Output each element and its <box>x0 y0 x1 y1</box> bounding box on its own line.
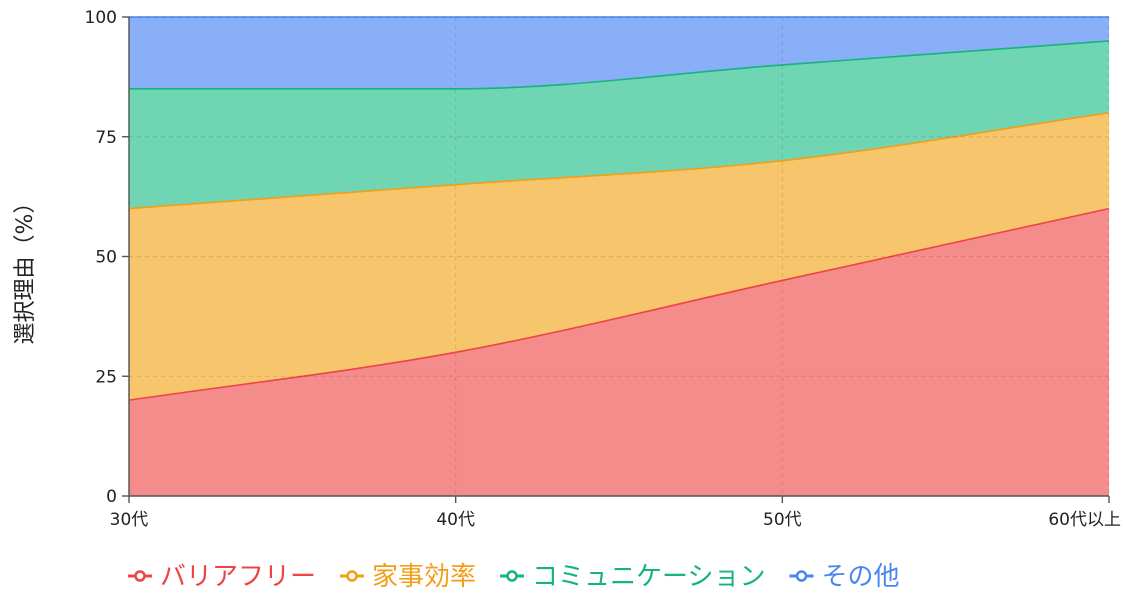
line-コミュニケーション <box>129 40 1110 90</box>
axes: 0 25 50 75 100 30代 40代 50代 60代以上 <box>85 8 1121 530</box>
legend-label: 家事効率 <box>372 562 476 592</box>
legend-circle-icon <box>346 570 358 582</box>
area-コミュニケーション <box>129 40 1109 209</box>
legend-item[interactable]: その他 <box>789 562 900 592</box>
x-tick-label: 40代 <box>436 510 475 530</box>
y-axis-title: 選択理由（%） <box>13 192 38 345</box>
area-家事効率 <box>129 112 1109 401</box>
legend-circle-icon <box>795 570 808 582</box>
x-tick-label: 30代 <box>110 510 149 530</box>
legend-circle-icon <box>134 570 146 582</box>
legend-item[interactable]: 家事効率 <box>340 562 476 592</box>
y-tick-label: 100 <box>85 8 117 28</box>
y-tick-label: 0 <box>106 487 117 507</box>
grid-lines <box>128 16 1110 496</box>
line-家事効率 <box>128 112 1110 210</box>
y-tick-label: 50 <box>95 248 117 268</box>
area-その他 <box>129 17 1109 89</box>
y-tick-label: 75 <box>95 128 117 148</box>
line-バリアフリー <box>128 207 1110 401</box>
legend-item[interactable]: バリアフリー <box>128 562 316 592</box>
y-tick-label: 25 <box>95 367 117 387</box>
legend-label: コミュニケーション <box>532 562 765 592</box>
legend-circle-icon <box>506 570 518 582</box>
x-tick-label: 60代以上 <box>1048 510 1121 530</box>
legend[interactable]: バリアフリー 家事効率 コミュニケーション その他 <box>128 562 900 592</box>
series-areas <box>128 16 1110 496</box>
legend-label: その他 <box>822 562 900 592</box>
legend-label: バリアフリー <box>160 562 316 592</box>
legend-item[interactable]: コミュニケーション <box>500 562 766 592</box>
x-tick-label: 50代 <box>763 510 802 530</box>
area-バリアフリー <box>129 208 1109 496</box>
